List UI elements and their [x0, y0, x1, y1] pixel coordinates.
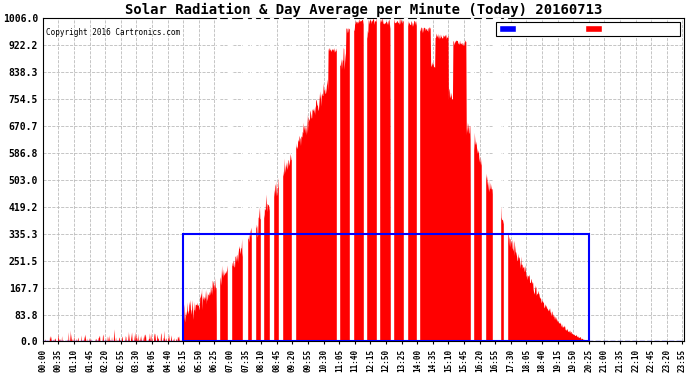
Bar [364, 18, 366, 342]
Bar [270, 18, 273, 342]
Bar [391, 18, 393, 342]
Bar [351, 18, 353, 342]
Bar [253, 18, 255, 342]
Bar [293, 18, 295, 342]
Bar [279, 18, 282, 342]
Text: Copyright 2016 Cartronics.com: Copyright 2016 Cartronics.com [46, 28, 180, 37]
Bar [262, 18, 264, 342]
Legend: Median (W/m2), Radiation (W/m2): Median (W/m2), Radiation (W/m2) [496, 22, 680, 36]
Title: Solar Radiation & Day Average per Minute (Today) 20160713: Solar Radiation & Day Average per Minute… [125, 3, 602, 17]
Bar [184, 234, 589, 342]
Bar [497, 18, 500, 342]
Bar [217, 18, 219, 342]
Bar [504, 18, 507, 342]
Bar [377, 18, 380, 342]
Bar [244, 18, 246, 342]
Bar [404, 18, 406, 342]
Bar [493, 18, 495, 342]
Bar [417, 18, 420, 342]
Bar [471, 18, 473, 342]
Bar [482, 18, 484, 342]
Bar [337, 18, 339, 342]
Bar [228, 18, 230, 342]
